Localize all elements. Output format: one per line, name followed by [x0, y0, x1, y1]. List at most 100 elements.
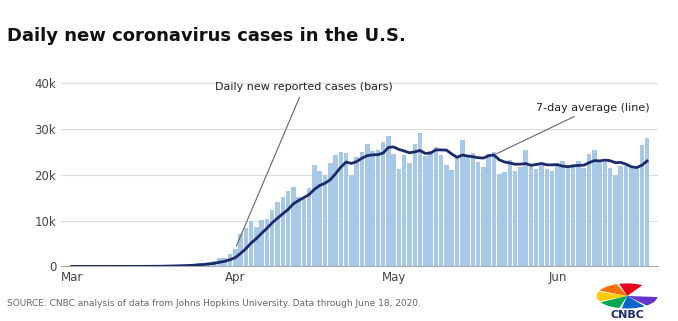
Bar [555, 165, 559, 266]
Bar [260, 220, 264, 266]
Bar [544, 169, 549, 266]
Bar [338, 152, 343, 266]
Wedge shape [619, 283, 642, 296]
Bar [307, 188, 311, 266]
Bar [455, 157, 459, 266]
Text: Daily new reported cases (bars): Daily new reported cases (bars) [215, 82, 393, 246]
Bar [317, 170, 322, 266]
Bar [407, 163, 412, 266]
Bar [434, 147, 438, 266]
Bar [508, 160, 512, 266]
Bar [386, 136, 391, 266]
Bar [645, 138, 650, 266]
Bar [529, 164, 533, 266]
Bar [618, 166, 623, 266]
Bar [418, 133, 422, 266]
Bar [624, 167, 629, 266]
Bar [597, 162, 602, 266]
Bar [243, 228, 248, 266]
Bar [170, 265, 174, 266]
Bar [592, 151, 597, 266]
Bar [518, 167, 523, 266]
Bar [608, 168, 612, 266]
Bar [481, 167, 485, 266]
Bar [639, 145, 644, 266]
Bar [254, 227, 258, 266]
Bar [281, 197, 285, 266]
Bar [296, 197, 301, 266]
Bar [402, 155, 407, 266]
Bar [476, 162, 481, 266]
Bar [270, 210, 275, 266]
Bar [460, 140, 464, 266]
Bar [212, 261, 216, 266]
Text: CNBC: CNBC [610, 310, 644, 320]
Bar [513, 171, 517, 266]
Bar [523, 150, 528, 266]
Bar [412, 143, 417, 266]
Bar [180, 265, 184, 266]
Bar [571, 164, 576, 266]
Bar [233, 249, 237, 266]
Bar [175, 265, 180, 266]
Bar [291, 187, 296, 266]
Bar [328, 163, 332, 266]
Bar [486, 153, 491, 266]
Bar [381, 142, 385, 266]
Bar [497, 174, 502, 266]
Bar [334, 155, 338, 266]
Bar [222, 258, 227, 266]
Bar [355, 157, 359, 266]
Bar [275, 202, 280, 266]
Wedge shape [627, 296, 658, 306]
Bar [629, 168, 633, 266]
Bar [439, 155, 443, 266]
Bar [603, 162, 607, 266]
Bar [582, 168, 586, 266]
Bar [561, 160, 565, 266]
Bar [360, 152, 364, 266]
Bar [323, 175, 327, 266]
Bar [428, 151, 433, 266]
Bar [264, 219, 269, 266]
Bar [586, 154, 591, 266]
Bar [228, 254, 233, 266]
Bar [465, 157, 470, 266]
Bar [349, 176, 354, 266]
Bar [201, 263, 206, 266]
Bar [576, 161, 580, 266]
Bar [635, 169, 639, 266]
Bar [164, 265, 169, 266]
Bar [565, 167, 570, 266]
Wedge shape [597, 292, 627, 301]
Text: 7-day average (line): 7-day average (line) [496, 102, 650, 154]
Bar [344, 153, 348, 266]
Bar [492, 152, 496, 266]
Bar [613, 175, 618, 266]
Bar [302, 198, 306, 266]
Bar [450, 170, 454, 266]
Wedge shape [622, 296, 645, 308]
Bar [502, 172, 506, 266]
Bar [550, 171, 555, 266]
Bar [191, 264, 195, 266]
Bar [391, 154, 396, 266]
Bar [207, 262, 211, 266]
Bar [217, 258, 222, 266]
Text: Daily new coronavirus cases in the U.S.: Daily new coronavirus cases in the U.S. [7, 27, 405, 45]
Bar [249, 221, 254, 266]
Bar [196, 263, 201, 266]
Bar [444, 165, 449, 266]
Bar [286, 191, 290, 266]
Wedge shape [599, 284, 627, 296]
Bar [370, 151, 375, 266]
Bar [539, 165, 544, 266]
Bar [423, 156, 428, 266]
Bar [397, 169, 401, 266]
Bar [534, 169, 538, 266]
Bar [186, 265, 190, 266]
Bar [238, 234, 243, 266]
Bar [471, 153, 475, 266]
Text: SOURCE: CNBC analysis of data from Johns Hopkins University. Data through June 1: SOURCE: CNBC analysis of data from Johns… [7, 299, 420, 308]
Bar [312, 166, 317, 266]
